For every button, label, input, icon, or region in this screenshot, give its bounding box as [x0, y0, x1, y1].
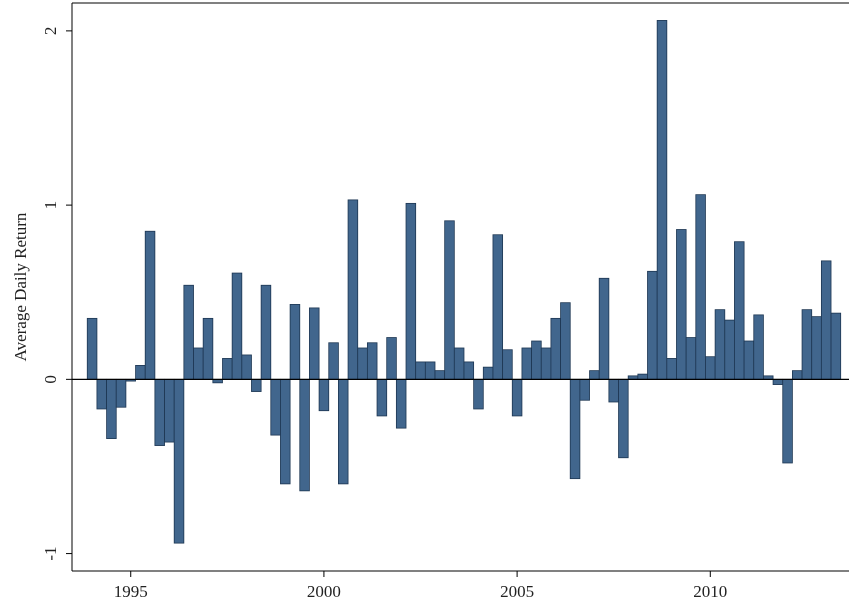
y-tick-label: -1: [41, 546, 60, 560]
bar: [251, 378, 262, 392]
bar: [560, 302, 571, 380]
bar: [202, 317, 214, 380]
bar: [705, 356, 716, 380]
bar: [357, 347, 368, 380]
bar: [608, 378, 619, 403]
y-tick-label: 1: [41, 201, 60, 210]
bar: [115, 378, 127, 408]
bar: [260, 284, 272, 380]
bar: [724, 319, 735, 380]
bar: [820, 260, 832, 380]
bar: [299, 378, 310, 492]
bar: [531, 340, 542, 380]
bar: [753, 314, 764, 380]
bar: [328, 342, 339, 380]
bar: [444, 220, 455, 380]
bar: [338, 378, 349, 485]
bar: [598, 277, 610, 380]
bar: [502, 349, 513, 380]
bar: [521, 347, 532, 380]
bar: [830, 312, 842, 380]
bar: [405, 202, 417, 380]
bar: [453, 347, 465, 380]
bar: [280, 378, 291, 485]
bar: [714, 309, 726, 380]
bar: [173, 378, 185, 544]
bar: [386, 337, 397, 380]
bar: [86, 317, 98, 380]
bar: [656, 20, 668, 380]
bar: [193, 347, 204, 380]
bar: [637, 373, 648, 380]
bar: [801, 309, 813, 380]
bar: [309, 307, 320, 380]
bar: [424, 361, 436, 380]
bar: [811, 316, 822, 380]
bar: [782, 378, 793, 464]
bar: [695, 194, 706, 380]
x-tick-label: 2005: [500, 582, 534, 601]
bar: [579, 378, 590, 401]
bar: [395, 378, 407, 429]
bar: [492, 234, 504, 380]
bar: [540, 347, 552, 380]
bar: [676, 229, 687, 380]
bar: [511, 378, 523, 417]
x-tick-label: 2000: [307, 582, 341, 601]
bar: [154, 378, 165, 446]
y-axis-label: Average Daily Return: [11, 212, 30, 361]
bar: [270, 378, 281, 436]
bar: [473, 378, 484, 410]
bar: [366, 342, 378, 380]
y-tick-label: 0: [41, 375, 60, 384]
bar: [376, 378, 388, 417]
x-tick-label: 1995: [114, 582, 148, 601]
bar: [589, 370, 600, 380]
bar: [106, 378, 117, 439]
bar: [135, 365, 146, 380]
x-tick-label: 2010: [693, 582, 727, 601]
bar: [231, 272, 243, 380]
bar: [482, 366, 494, 380]
bar: [96, 378, 107, 410]
bar: [415, 361, 426, 380]
bar: [791, 370, 803, 380]
bar: [463, 361, 475, 380]
bar: [164, 378, 175, 443]
bar: [289, 304, 301, 380]
bar: [434, 370, 446, 380]
y-tick-label: 2: [41, 27, 60, 36]
bar: [222, 358, 233, 380]
bar: [647, 270, 658, 380]
bar: [241, 354, 252, 380]
bar: [318, 378, 330, 412]
bar: [550, 317, 561, 380]
bar: [183, 284, 194, 380]
bar: [772, 378, 784, 385]
bar: [144, 230, 156, 380]
bar: [743, 340, 755, 380]
bar: [618, 378, 629, 459]
bar: [347, 199, 359, 380]
bar: [569, 378, 581, 480]
bar: [734, 241, 745, 380]
bar: [685, 337, 697, 380]
bar: [666, 358, 677, 380]
